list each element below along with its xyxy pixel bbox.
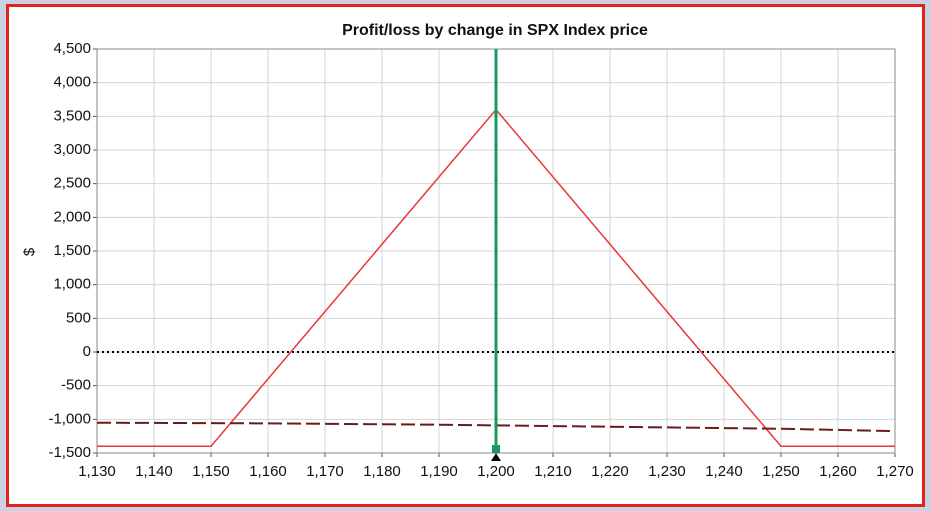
y-tick-label: -1,000: [48, 410, 91, 427]
y-tick-label: 500: [66, 309, 91, 326]
x-tick-label: 1,220: [591, 463, 629, 480]
y-tick-label: 2,000: [53, 208, 91, 225]
x-tick-label: 1,240: [705, 463, 743, 480]
y-tick-label: 2,500: [53, 175, 91, 192]
y-tick-label: 4,500: [53, 40, 91, 57]
marker-pointer: [491, 453, 501, 461]
marker-handle: [492, 445, 500, 453]
x-tick-label: 1,160: [249, 463, 287, 480]
x-tick-label: 1,180: [363, 463, 401, 480]
y-tick-label: 0: [83, 343, 91, 360]
x-tick-label: 1,210: [534, 463, 572, 480]
x-tick-label: 1,130: [78, 463, 116, 480]
x-tick-label: 1,260: [819, 463, 857, 480]
x-tick-label: 1,170: [306, 463, 344, 480]
y-tick-label: 1,000: [53, 276, 91, 293]
y-axis-label: $: [21, 247, 38, 256]
x-tick-label: 1,150: [192, 463, 230, 480]
x-tick-label: 1,270: [876, 463, 914, 480]
x-tick-label: 1,250: [762, 463, 800, 480]
x-tick-label: 1,230: [648, 463, 686, 480]
chart-title: Profit/loss by change in SPX Index price: [342, 22, 648, 39]
x-tick-label: 1,140: [135, 463, 173, 480]
x-tick-label: 1,190: [420, 463, 458, 480]
y-tick-label: 3,000: [53, 141, 91, 158]
y-tick-label: 1,500: [53, 242, 91, 259]
series-line: [96, 421, 896, 433]
y-tick-label: 3,500: [53, 107, 91, 124]
x-tick-label: 1,200: [477, 463, 515, 480]
y-tick-label: 4,000: [53, 74, 91, 91]
y-tick-label: -500: [61, 377, 91, 394]
y-tick-label: -1,500: [48, 444, 91, 461]
